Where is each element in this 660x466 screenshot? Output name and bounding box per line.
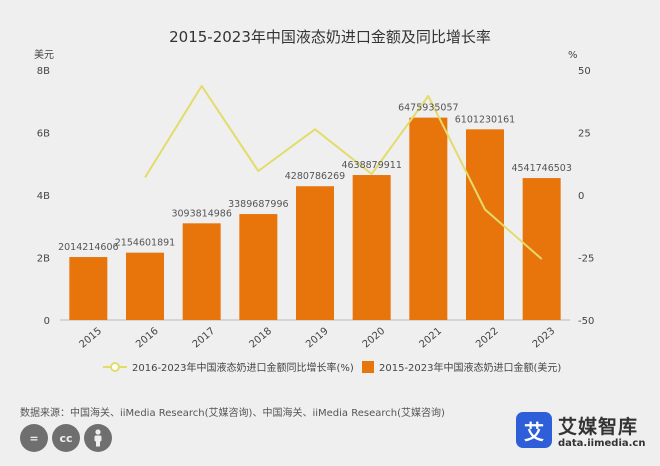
legend: 2016-2023年中国液态奶进口金额同比增长率(%) 2015-2023年中国… <box>103 361 561 374</box>
x-tick-label: 2020 <box>361 326 388 351</box>
left-tick-label: 2B <box>37 254 50 265</box>
growth-rate-line <box>144 85 543 260</box>
left-tick-label: 0 <box>44 316 50 327</box>
brand-logo-icon: 艾 <box>516 412 552 448</box>
x-tick-label: 2016 <box>134 326 161 351</box>
bar-value-label: 6475935057 <box>398 103 458 114</box>
x-tick-label: 2021 <box>417 326 444 351</box>
legend-bar-label: 2015-2023年中国液态奶进口金额(美元) <box>379 361 561 374</box>
right-tick-label: -25 <box>578 254 594 265</box>
bar-value-label: 3389687996 <box>228 199 288 210</box>
x-tick-label: 2018 <box>247 326 274 351</box>
chart: 2015-2023年中国液态奶进口金额及同比增长率 美元 % 0 2B 4B 6B 8B… <box>34 28 594 374</box>
brand-block: 艾 艾媒智库 data.iimedia.cn <box>516 412 656 460</box>
bar <box>296 186 334 320</box>
bar-series <box>69 117 561 320</box>
bar <box>239 214 278 320</box>
left-axis-unit: 美元 <box>34 48 54 61</box>
bar <box>522 178 561 320</box>
brand-name: 艾媒智库 <box>558 416 639 438</box>
bar-value-label: 4638879911 <box>341 160 401 171</box>
legend-line-marker <box>110 362 120 372</box>
x-tick-label: 2023 <box>531 326 558 351</box>
attribution-person-icon <box>84 424 112 452</box>
line-series <box>144 85 543 260</box>
license-icons: = cc <box>20 424 112 452</box>
bar-value-label: 2014214606 <box>58 242 118 253</box>
brand-logo-char: 艾 <box>524 419 544 444</box>
x-axis-labels: 2015 2016 2017 2018 2019 2020 2021 2022 2023 <box>77 326 557 351</box>
bar <box>352 175 391 320</box>
left-tick-label: 4B <box>37 191 50 202</box>
right-tick-label: 50 <box>578 66 591 77</box>
source-note: 数据来源：中国海关、iiMedia Research(艾媒咨询)、中国海关、ii… <box>20 408 445 419</box>
bar <box>126 252 164 320</box>
legend-bar-swatch <box>362 361 374 373</box>
brand-url: data.iimedia.cn <box>558 438 646 449</box>
bar-value-label: 3093814986 <box>171 208 231 219</box>
right-tick-label: 0 <box>578 191 584 202</box>
bar-value-label: 4541746503 <box>511 163 571 174</box>
bar <box>182 223 221 320</box>
bar <box>466 129 504 320</box>
left-tick-label: 6B <box>37 129 50 140</box>
left-tick-label: 8B <box>37 66 50 77</box>
legend-line-label: 2016-2023年中国液态奶进口金额同比增长率(%) <box>132 361 354 374</box>
right-axis-ticks: -50 -25 0 25 50 <box>578 66 594 327</box>
x-tick-label: 2022 <box>474 326 501 351</box>
right-axis-unit: % <box>568 50 578 61</box>
bar-value-label: 6101230161 <box>455 114 515 125</box>
x-tick-label: 2019 <box>304 326 331 351</box>
bar <box>69 257 108 320</box>
bar <box>409 117 448 320</box>
chart-title: 2015-2023年中国液态奶进口金额及同比增长率 <box>169 28 491 46</box>
right-tick-label: 25 <box>578 129 591 140</box>
bar-value-label: 2154601891 <box>115 238 175 249</box>
bar-value-label: 4280786269 <box>285 171 345 182</box>
x-tick-label: 2015 <box>77 326 104 351</box>
right-tick-label: -50 <box>578 316 594 327</box>
equals-license-icon: = <box>20 424 48 452</box>
x-tick-label: 2017 <box>191 326 218 351</box>
left-axis-ticks: 0 2B 4B 6B 8B <box>37 66 50 327</box>
creative-commons-icon: cc <box>52 424 80 452</box>
